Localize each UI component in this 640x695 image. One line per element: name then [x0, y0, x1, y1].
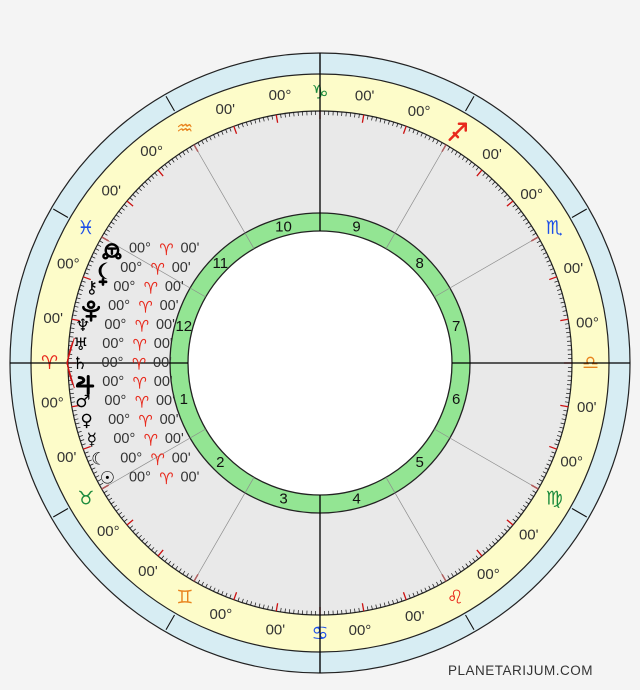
- svg-text:♅: ♅: [73, 335, 88, 355]
- svg-text:00': 00': [405, 608, 425, 625]
- svg-text:♈: ♈: [144, 278, 158, 297]
- svg-text:♈: ♈: [133, 335, 147, 354]
- svg-text:00°: 00°: [560, 454, 583, 471]
- svg-text:00': 00': [519, 527, 539, 544]
- svg-text:1: 1: [180, 391, 188, 408]
- svg-text:♆: ♆: [75, 316, 90, 336]
- svg-text:♈: ♈: [159, 240, 173, 259]
- svg-text:♈: ♈: [144, 431, 158, 450]
- svg-text:2: 2: [216, 454, 224, 471]
- svg-text:00': 00': [154, 336, 173, 352]
- svg-text:00': 00': [482, 146, 502, 163]
- svg-text:☾: ☾: [91, 449, 106, 469]
- svg-text:00°: 00°: [104, 393, 126, 409]
- svg-text:4: 4: [352, 491, 360, 508]
- svg-text:00': 00': [156, 393, 175, 409]
- svg-text:9: 9: [352, 218, 360, 235]
- svg-text:00°: 00°: [102, 355, 124, 371]
- svg-text:00°: 00°: [102, 336, 124, 352]
- svg-text:00°: 00°: [576, 315, 599, 332]
- svg-text:10: 10: [275, 218, 292, 235]
- svg-text:00°: 00°: [349, 622, 372, 639]
- svg-text:00': 00': [165, 279, 184, 295]
- svg-text:♂: ♂: [75, 392, 90, 412]
- svg-text:00°: 00°: [97, 523, 120, 540]
- svg-text:00°: 00°: [210, 606, 233, 623]
- svg-text:00': 00': [154, 374, 173, 390]
- svg-text:PLANETARIJUM.COM: PLANETARIJUM.COM: [448, 663, 593, 678]
- svg-text:00': 00': [577, 399, 597, 416]
- svg-text:00°: 00°: [108, 298, 130, 314]
- svg-text:♈: ♈: [151, 450, 165, 469]
- svg-text:00': 00': [101, 182, 121, 199]
- svg-text:00°: 00°: [477, 566, 500, 583]
- svg-text:00': 00': [165, 431, 184, 447]
- svg-text:♒: ♒: [176, 118, 193, 140]
- svg-text:00°: 00°: [108, 412, 130, 428]
- svg-text:☿: ☿: [87, 430, 97, 450]
- svg-text:00°: 00°: [269, 87, 292, 104]
- svg-text:♄: ♄: [72, 354, 87, 374]
- svg-text:00°: 00°: [41, 394, 64, 411]
- svg-text:00': 00': [172, 260, 191, 276]
- svg-text:♉: ♉: [77, 487, 94, 509]
- svg-text:00': 00': [180, 469, 199, 485]
- svg-text:00': 00': [160, 412, 179, 428]
- svg-text:♈: ♈: [159, 469, 173, 488]
- svg-text:☉: ☉: [100, 468, 115, 488]
- svg-text:7: 7: [452, 318, 460, 335]
- svg-text:00°: 00°: [113, 431, 135, 447]
- svg-text:00': 00': [355, 88, 375, 105]
- svg-text:00°: 00°: [113, 279, 135, 295]
- svg-text:⚷: ⚷: [86, 278, 98, 298]
- svg-text:00°: 00°: [140, 143, 163, 160]
- svg-text:00°: 00°: [520, 186, 543, 203]
- svg-text:♈: ♈: [132, 355, 146, 374]
- svg-text:♀: ♀: [80, 411, 92, 431]
- svg-text:11: 11: [213, 255, 229, 272]
- svg-text:♍: ♍: [546, 487, 563, 509]
- svg-text:00°: 00°: [120, 260, 142, 276]
- svg-text:00': 00': [138, 563, 158, 580]
- svg-text:♈: ♈: [138, 412, 152, 431]
- svg-text:♌: ♌: [447, 586, 464, 608]
- svg-text:00': 00': [172, 450, 191, 466]
- svg-text:♏: ♏: [546, 217, 563, 239]
- svg-text:♈: ♈: [138, 297, 152, 316]
- svg-text:♈: ♈: [135, 316, 149, 335]
- svg-text:00': 00': [266, 621, 286, 638]
- svg-text:00': 00': [43, 310, 63, 327]
- svg-text:♈: ♈: [133, 374, 147, 393]
- svg-text:8: 8: [416, 255, 424, 272]
- svg-text:00': 00': [215, 101, 235, 118]
- svg-text:♓: ♓: [77, 217, 94, 239]
- svg-text:5: 5: [416, 454, 424, 471]
- svg-text:00°: 00°: [120, 450, 142, 466]
- svg-text:6: 6: [452, 391, 460, 408]
- svg-text:3: 3: [279, 491, 287, 508]
- svg-text:00°: 00°: [129, 241, 151, 257]
- svg-text:♊: ♊: [176, 586, 193, 608]
- svg-text:00': 00': [160, 298, 179, 314]
- svg-text:00': 00': [153, 355, 172, 371]
- svg-text:00°: 00°: [104, 317, 126, 333]
- svg-text:00': 00': [156, 317, 175, 333]
- svg-text:12: 12: [175, 318, 192, 335]
- svg-text:00°: 00°: [102, 374, 124, 390]
- svg-text:♈: ♈: [151, 259, 165, 278]
- svg-text:♈: ♈: [135, 393, 149, 412]
- svg-text:00': 00': [180, 241, 199, 257]
- svg-text:00°: 00°: [57, 255, 80, 272]
- svg-text:00': 00': [564, 260, 584, 277]
- svg-text:00°: 00°: [408, 103, 431, 120]
- svg-text:00°: 00°: [129, 469, 151, 485]
- svg-text:00': 00': [57, 449, 77, 466]
